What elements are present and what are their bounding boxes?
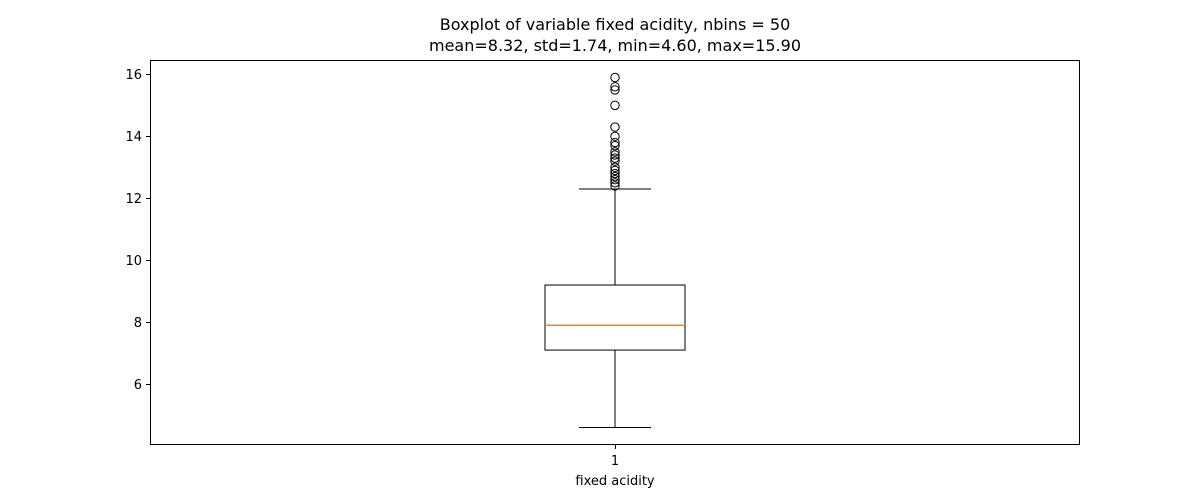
outlier-point <box>610 137 620 148</box>
outlier-point <box>610 153 620 163</box>
outlier-point <box>610 165 620 176</box>
outlier-point <box>610 72 620 83</box>
y-tick-label: 14 <box>125 130 142 145</box>
outlier-point <box>610 171 620 182</box>
outlier-point <box>610 181 620 191</box>
iqr-box <box>544 284 686 351</box>
outlier-point <box>610 122 620 132</box>
outlier-point <box>610 175 620 185</box>
y-tick-label: 16 <box>125 68 142 83</box>
x-axis-label: fixed acidity <box>575 474 655 489</box>
outlier-point <box>610 131 620 142</box>
y-tick-label: 12 <box>125 192 142 207</box>
outlier-point <box>610 162 620 173</box>
x-tick-label: 1 <box>611 454 619 469</box>
outlier-point <box>610 178 620 188</box>
outlier-point <box>610 100 620 111</box>
y-tick-label: 6 <box>134 378 142 393</box>
outlier-point <box>610 85 620 95</box>
chart-subtitle: mean=8.32, std=1.74, min=4.60, max=15.90 <box>429 36 801 55</box>
axes-frame <box>150 60 1080 445</box>
y-tick-label: 8 <box>134 316 142 331</box>
y-tick-label: 10 <box>125 254 142 269</box>
outlier-point <box>610 168 620 179</box>
plot-area: 6 8 10 12 14 16 1 <box>125 68 686 469</box>
outlier-point <box>610 82 620 92</box>
outlier-point <box>610 150 620 160</box>
outlier-point <box>610 156 620 166</box>
chart-title: Boxplot of variable fixed acidity, nbins… <box>440 15 791 34</box>
outlier-point <box>610 140 620 151</box>
outlier-point <box>610 147 620 157</box>
